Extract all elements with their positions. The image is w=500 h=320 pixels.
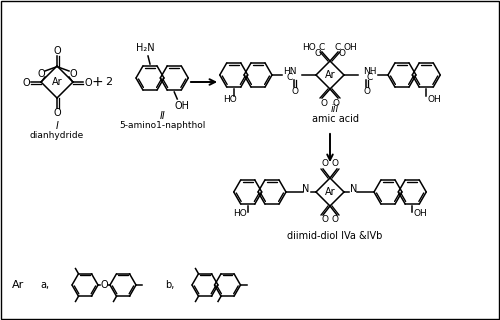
Text: Ar: Ar	[12, 280, 24, 290]
Text: iii: iii	[331, 104, 339, 114]
Text: O: O	[100, 280, 108, 290]
Text: O: O	[292, 86, 298, 95]
Text: O: O	[332, 215, 338, 225]
Text: O: O	[332, 99, 340, 108]
Text: HO: HO	[302, 44, 316, 52]
Text: O: O	[320, 99, 328, 108]
Text: Ar: Ar	[324, 187, 336, 197]
Text: OH: OH	[174, 101, 190, 111]
Text: Ar: Ar	[324, 70, 336, 80]
Text: b,: b,	[165, 280, 174, 290]
Text: O: O	[53, 46, 61, 56]
Text: dianhydride: dianhydride	[30, 132, 84, 140]
Text: a,: a,	[40, 280, 49, 290]
Text: C: C	[319, 44, 325, 52]
Text: N: N	[350, 184, 358, 194]
Text: 2: 2	[106, 77, 112, 87]
Text: HO: HO	[233, 210, 246, 219]
Text: N: N	[302, 184, 310, 194]
Text: +: +	[91, 75, 103, 89]
Text: I: I	[56, 121, 58, 131]
Text: O: O	[37, 69, 45, 79]
Text: O: O	[69, 69, 77, 79]
Text: NH: NH	[363, 67, 376, 76]
Text: O: O	[22, 78, 30, 88]
Text: C: C	[367, 74, 373, 83]
Text: O: O	[314, 49, 322, 58]
Text: O: O	[84, 78, 92, 88]
Text: O: O	[332, 159, 338, 169]
Text: O: O	[53, 108, 61, 118]
Text: amic acid: amic acid	[312, 114, 358, 124]
Text: C: C	[287, 74, 293, 83]
Text: HO: HO	[223, 94, 236, 103]
Text: OH: OH	[344, 44, 358, 52]
Text: OH: OH	[428, 94, 441, 103]
Text: O: O	[322, 159, 328, 169]
Text: HN: HN	[284, 67, 297, 76]
Text: II: II	[159, 111, 165, 121]
Text: Ar: Ar	[52, 77, 62, 87]
Text: OH: OH	[414, 210, 427, 219]
Text: 5-amino1-naphthol: 5-amino1-naphthol	[119, 122, 206, 131]
Text: O: O	[364, 86, 370, 95]
Text: O: O	[338, 49, 345, 58]
Text: C: C	[335, 44, 341, 52]
Text: O: O	[322, 215, 328, 225]
Text: diimid-diol IVa &IVb: diimid-diol IVa &IVb	[288, 231, 382, 241]
Text: H₂N: H₂N	[136, 43, 154, 53]
